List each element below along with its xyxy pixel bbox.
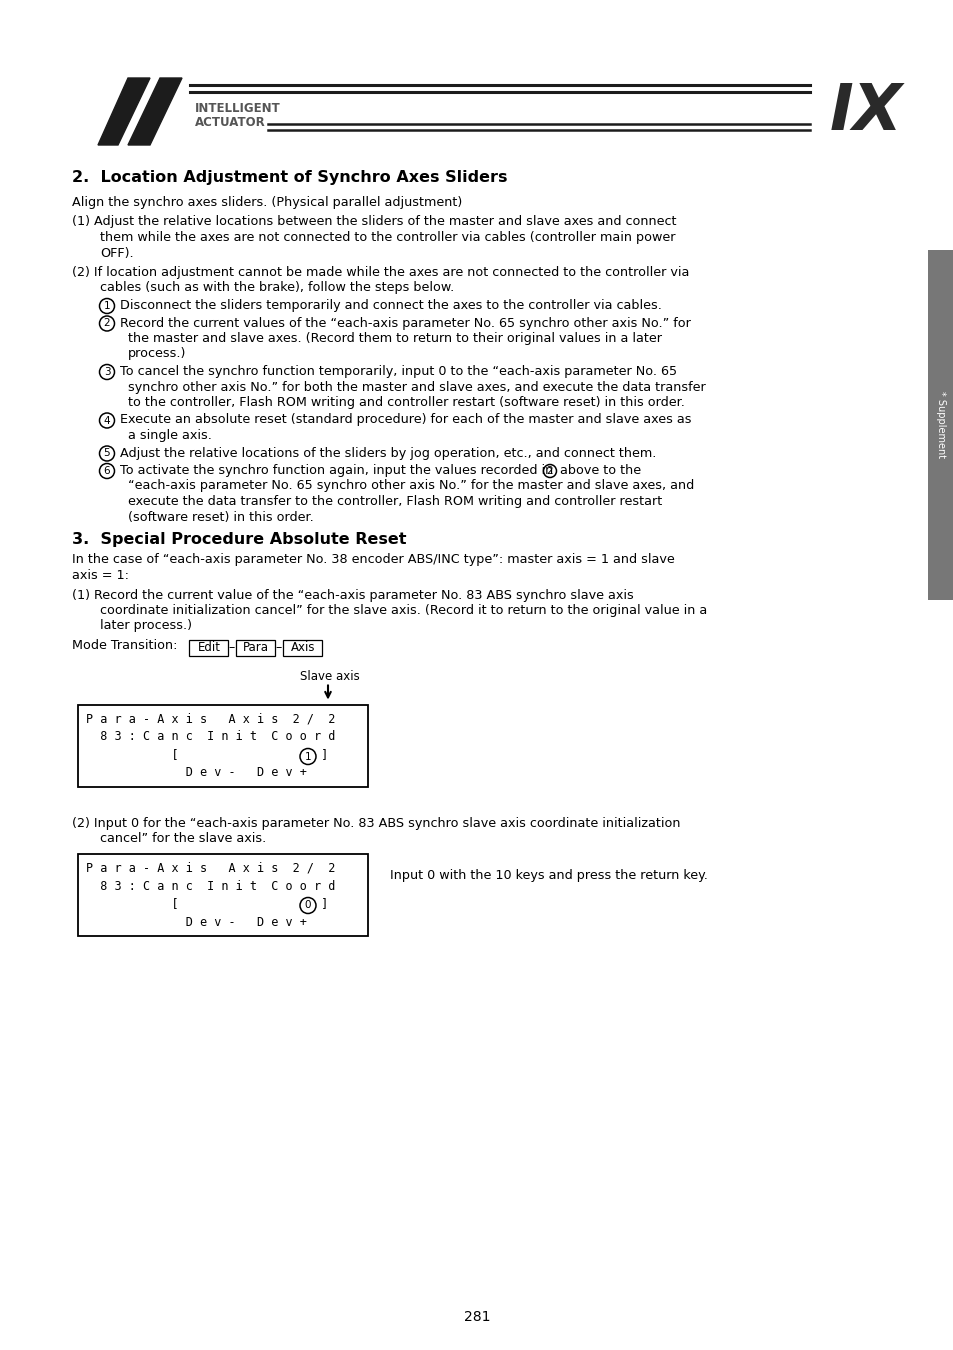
Text: [                    ]: [ ] <box>86 748 328 761</box>
Text: synchro other axis No.” for both the master and slave axes, and execute the data: synchro other axis No.” for both the mas… <box>128 381 705 393</box>
Text: IX: IX <box>829 81 902 143</box>
Text: Execute an absolute reset (standard procedure) for each of the master and slave : Execute an absolute reset (standard proc… <box>120 413 691 427</box>
Bar <box>927 250 953 599</box>
Bar <box>78 705 368 787</box>
Text: Disconnect the sliders temporarily and connect the axes to the controller via ca: Disconnect the sliders temporarily and c… <box>120 298 661 312</box>
Text: axis = 1:: axis = 1: <box>71 568 129 582</box>
Text: above to the: above to the <box>559 464 640 477</box>
Text: (2) Input 0 for the “each-axis parameter No. 83 ABS synchro slave axis coordinat: (2) Input 0 for the “each-axis parameter… <box>71 817 679 829</box>
Text: 1: 1 <box>104 301 111 310</box>
Bar <box>78 853 368 936</box>
FancyBboxPatch shape <box>190 640 229 656</box>
Text: 2: 2 <box>546 466 553 477</box>
Polygon shape <box>128 78 182 144</box>
Text: 5: 5 <box>104 448 111 459</box>
Text: Input 0 with the 10 keys and press the return key.: Input 0 with the 10 keys and press the r… <box>390 869 707 883</box>
Text: Record the current values of the “each-axis parameter No. 65 synchro other axis : Record the current values of the “each-a… <box>120 316 690 329</box>
Text: “each-axis parameter No. 65 synchro other axis No.” for the master and slave axe: “each-axis parameter No. 65 synchro othe… <box>128 479 694 493</box>
Text: 2: 2 <box>104 319 111 328</box>
Polygon shape <box>98 78 150 144</box>
FancyBboxPatch shape <box>236 640 275 656</box>
Text: 281: 281 <box>463 1310 490 1324</box>
Text: cancel” for the slave axis.: cancel” for the slave axis. <box>100 832 266 845</box>
Text: –: – <box>229 641 234 653</box>
Text: OFF).: OFF). <box>100 247 133 259</box>
Text: 3.  Special Procedure Absolute Reset: 3. Special Procedure Absolute Reset <box>71 532 406 547</box>
Text: a single axis.: a single axis. <box>128 429 212 441</box>
Text: Adjust the relative locations of the sliders by jog operation, etc., and connect: Adjust the relative locations of the sli… <box>120 447 656 459</box>
Text: Slave axis: Slave axis <box>299 671 359 683</box>
Text: D e v -   D e v +: D e v - D e v + <box>86 915 307 929</box>
Text: process.): process.) <box>128 347 186 360</box>
Text: 3: 3 <box>104 367 111 377</box>
Text: Align the synchro axes sliders. (Physical parallel adjustment): Align the synchro axes sliders. (Physica… <box>71 196 462 209</box>
Text: Para: Para <box>243 641 269 653</box>
Text: execute the data transfer to the controller, Flash ROM writing and controller re: execute the data transfer to the control… <box>128 495 661 508</box>
Text: 4: 4 <box>104 416 111 425</box>
Text: INTELLIGENT: INTELLIGENT <box>194 101 280 115</box>
Text: cables (such as with the brake), follow the steps below.: cables (such as with the brake), follow … <box>100 282 454 294</box>
FancyBboxPatch shape <box>283 640 322 656</box>
Text: 6: 6 <box>104 466 111 477</box>
Text: to the controller, Flash ROM writing and controller restart (software reset) in : to the controller, Flash ROM writing and… <box>128 396 684 409</box>
Text: Mode Transition:: Mode Transition: <box>71 639 177 652</box>
Text: (2) If location adjustment cannot be made while the axes are not connected to th: (2) If location adjustment cannot be mad… <box>71 266 689 279</box>
Text: Axis: Axis <box>291 641 314 653</box>
Text: P a r a - A x i s   A x i s  2 /  2: P a r a - A x i s A x i s 2 / 2 <box>86 713 335 725</box>
Text: 0: 0 <box>304 900 311 910</box>
Text: 8 3 : C a n c  I n i t  C o o r d: 8 3 : C a n c I n i t C o o r d <box>86 879 335 892</box>
Text: the master and slave axes. (Record them to return to their original values in a : the master and slave axes. (Record them … <box>128 332 661 346</box>
Text: (1) Adjust the relative locations between the sliders of the master and slave ax: (1) Adjust the relative locations betwee… <box>71 216 676 228</box>
Text: 8 3 : C a n c  I n i t  C o o r d: 8 3 : C a n c I n i t C o o r d <box>86 730 335 744</box>
Text: 2.  Location Adjustment of Synchro Axes Sliders: 2. Location Adjustment of Synchro Axes S… <box>71 170 507 185</box>
Text: To cancel the synchro function temporarily, input 0 to the “each-axis parameter : To cancel the synchro function temporari… <box>120 364 677 378</box>
Text: 1: 1 <box>304 752 311 761</box>
Text: D e v -   D e v +: D e v - D e v + <box>86 767 307 779</box>
Text: P a r a - A x i s   A x i s  2 /  2: P a r a - A x i s A x i s 2 / 2 <box>86 861 335 875</box>
Text: In the case of “each-axis parameter No. 38 encoder ABS/INC type”: master axis = : In the case of “each-axis parameter No. … <box>71 554 674 567</box>
Text: coordinate initialization cancel” for the slave axis. (Record it to return to th: coordinate initialization cancel” for th… <box>100 603 706 617</box>
Text: (1) Record the current value of the “each-axis parameter No. 83 ABS synchro slav: (1) Record the current value of the “eac… <box>71 589 633 602</box>
Text: later process.): later process.) <box>100 620 192 633</box>
Text: –: – <box>275 641 282 653</box>
Text: To activate the synchro function again, input the values recorded in: To activate the synchro function again, … <box>120 464 553 477</box>
Text: (software reset) in this order.: (software reset) in this order. <box>128 510 314 524</box>
Text: [                    ]: [ ] <box>86 898 328 910</box>
Text: them while the axes are not connected to the controller via cables (controller m: them while the axes are not connected to… <box>100 231 675 244</box>
Text: ACTUATOR: ACTUATOR <box>194 116 266 128</box>
Text: * Supplement: * Supplement <box>935 392 945 459</box>
Text: Edit: Edit <box>197 641 220 653</box>
